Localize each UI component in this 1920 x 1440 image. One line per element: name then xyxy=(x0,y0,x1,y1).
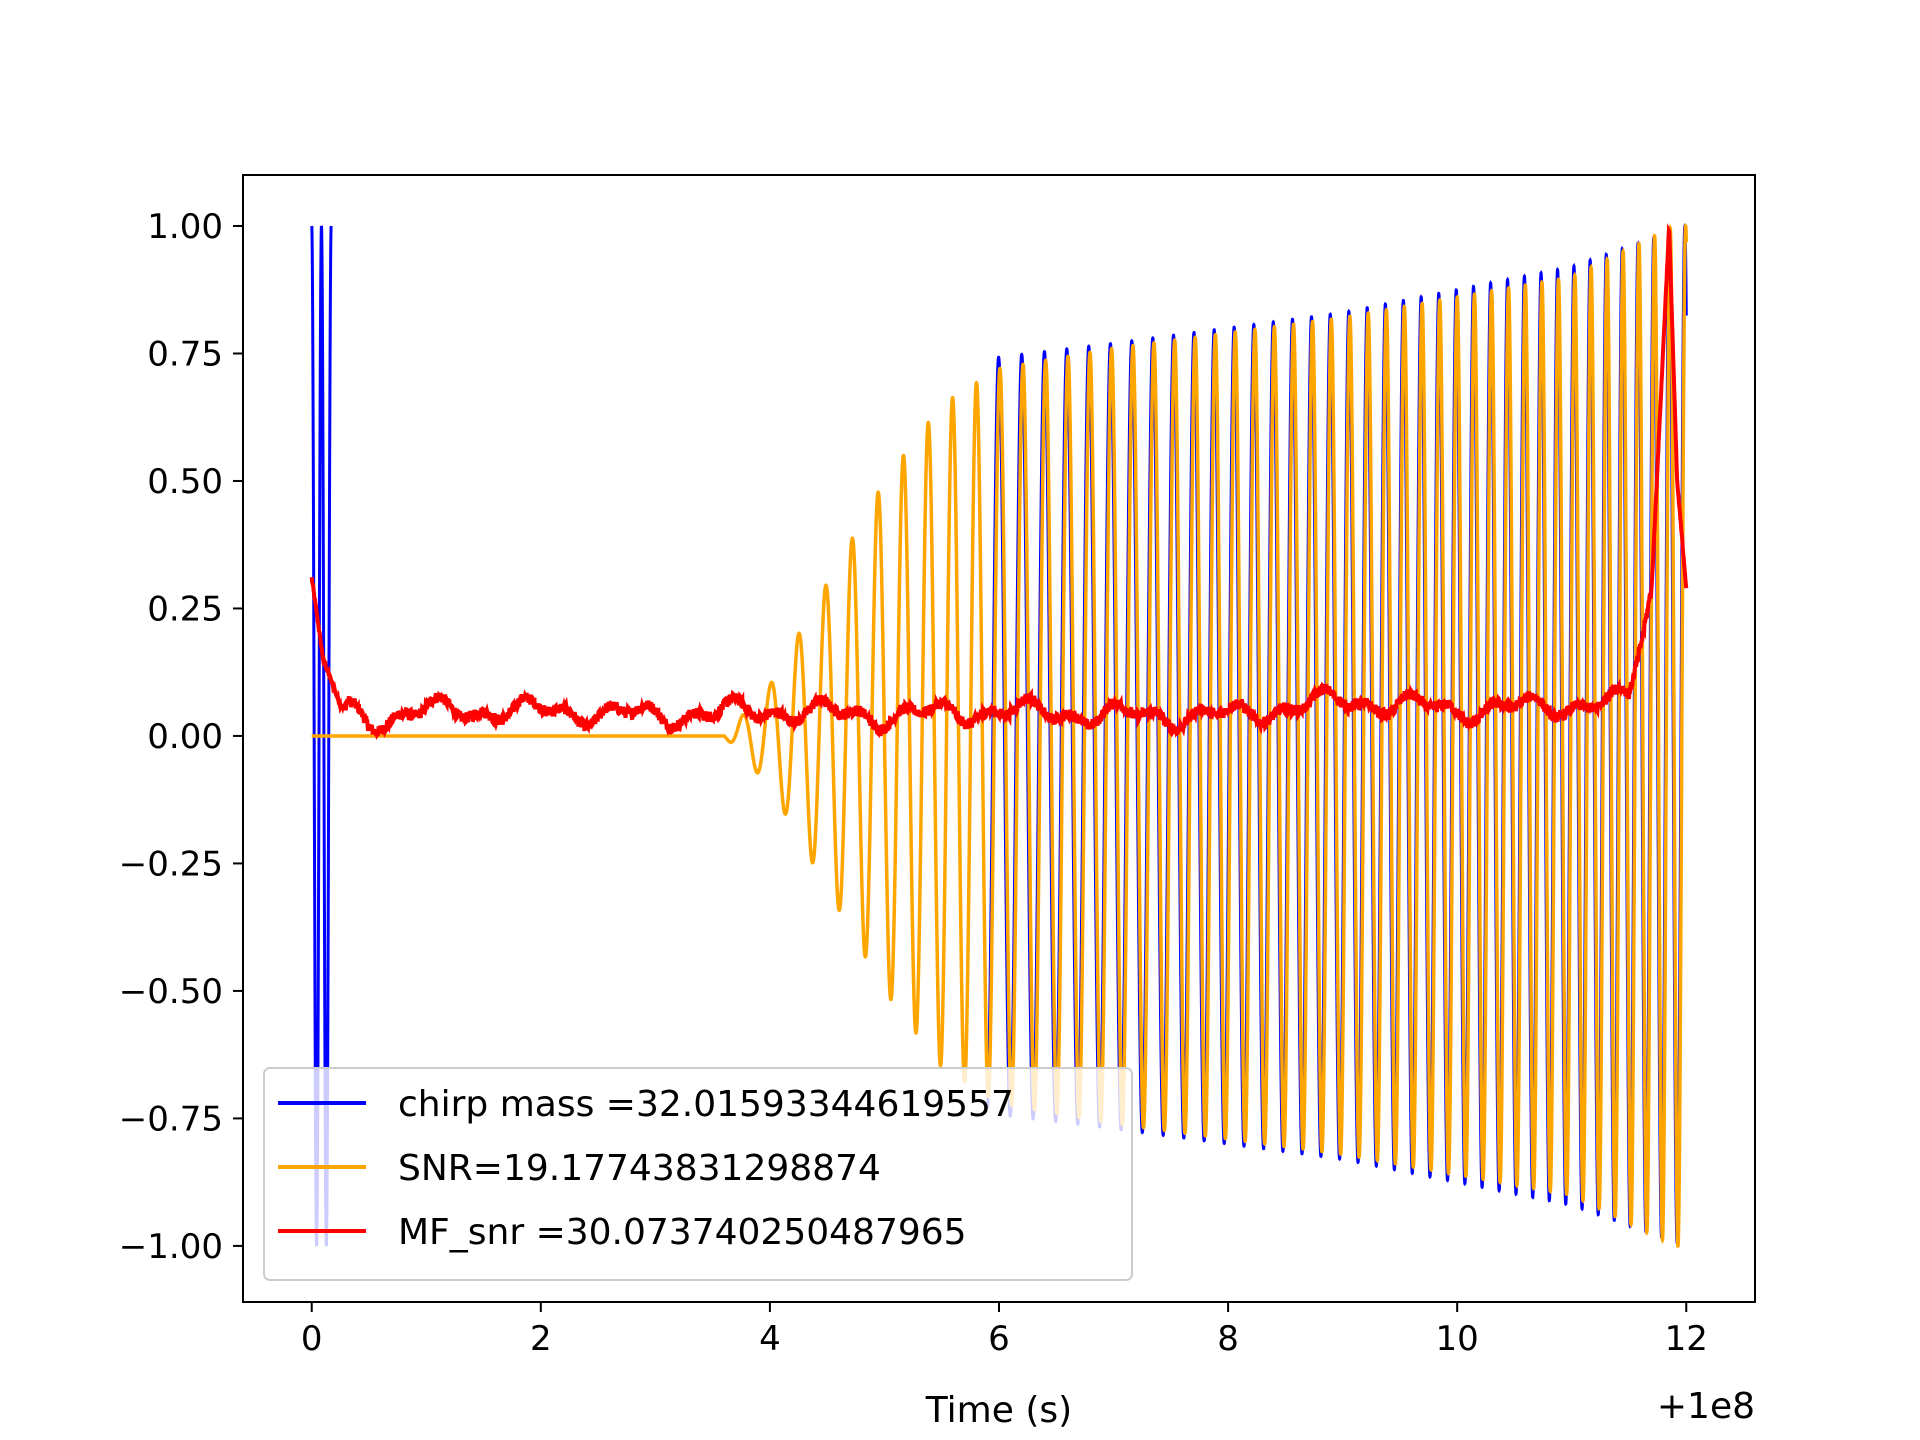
x-tick-label: 10 xyxy=(1436,1319,1479,1359)
y-tick-label: 0.75 xyxy=(147,334,223,374)
legend-entry-label: SNR=19.17743831298874 xyxy=(398,1148,881,1189)
y-tick-label: −0.25 xyxy=(119,844,223,884)
legend-entry-label: MF_snr =30.073740250487965 xyxy=(398,1212,967,1253)
plot-area xyxy=(309,222,1689,1248)
legend: chirp mass =32.01593344619557 SNR=19.1774… xyxy=(263,1067,1133,1281)
x-tick-label: 12 xyxy=(1665,1319,1708,1359)
y-tick-label: −0.75 xyxy=(119,1099,223,1139)
x-axis-offset-label: +1e8 xyxy=(1657,1386,1755,1427)
y-tick-label: 0.00 xyxy=(147,717,223,757)
legend-entry-label: chirp mass =32.01593344619557 xyxy=(398,1084,1014,1125)
y-tick-label: 0.25 xyxy=(147,589,223,629)
x-tick-label: 8 xyxy=(1217,1319,1239,1359)
y-tick-label: 0.50 xyxy=(147,462,223,502)
x-tick-label: 6 xyxy=(988,1319,1010,1359)
x-tick-label: 0 xyxy=(301,1319,323,1359)
x-axis-ticks: 0 2 4 6 8 10 12 xyxy=(301,1302,1708,1359)
series-line-snr xyxy=(311,222,1689,1248)
x-tick-label: 2 xyxy=(530,1319,552,1359)
y-tick-label: −0.50 xyxy=(119,972,223,1012)
y-tick-label: 1.00 xyxy=(147,207,223,247)
x-axis-label: Time (s) xyxy=(925,1390,1072,1431)
series-line-mf-snr xyxy=(309,223,1689,741)
x-tick-label: 4 xyxy=(759,1319,781,1359)
y-tick-label: −1.00 xyxy=(119,1227,223,1267)
legend-box xyxy=(263,1067,1133,1281)
y-axis-ticks: 1.00 0.75 0.50 0.25 0.00 −0.25 −0.50 −0.75 −1.00 xyxy=(119,207,243,1267)
